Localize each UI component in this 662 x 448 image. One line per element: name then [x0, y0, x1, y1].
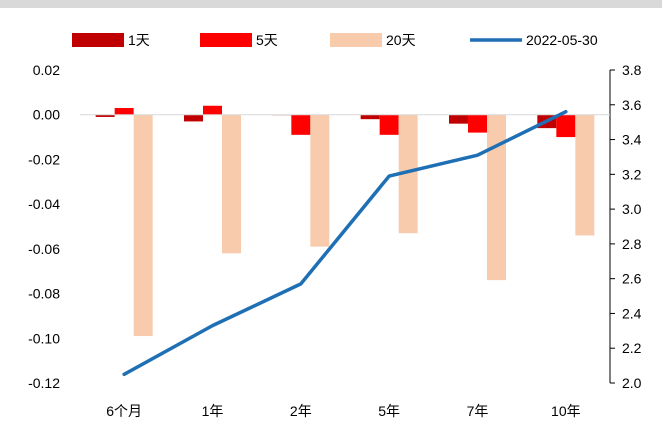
left-tick-label: -0.12: [28, 375, 60, 391]
bar-20天-7年: [487, 114, 506, 281]
right-tick-label: 3.0: [622, 201, 642, 217]
left-tick-label: -0.08: [28, 286, 60, 302]
bar-1天-5年: [360, 114, 380, 120]
bar-20天-6个月: [133, 114, 153, 337]
bar-5天-7年: [468, 114, 487, 133]
bar-5天-2年: [291, 114, 311, 135]
left-y-axis: 0.02 0.00 -0.02 -0.04 -0.06 -0.08 -0.10 -0.12: [28, 62, 60, 391]
x-tick-label: 7年: [467, 403, 489, 419]
right-tick-label: 3.2: [622, 166, 642, 182]
bar-5天-1年: [203, 105, 222, 115]
right-tick-label: 3.8: [622, 62, 642, 78]
legend-swatch-5天: [200, 33, 252, 47]
bar-20天-10年: [575, 114, 595, 236]
bar-series-group: [95, 105, 595, 337]
legend-label-1天: 1天: [128, 32, 150, 48]
legend-label-2022-05-30: 2022-05-30: [526, 32, 598, 48]
x-tick-label: 10年: [551, 403, 581, 419]
right-tick-label: 2.6: [622, 271, 642, 287]
left-tick-label: 0.02: [33, 62, 60, 78]
legend-label-5天: 5天: [256, 32, 278, 48]
bar-1天-1年: [184, 114, 203, 122]
bar-5天-6个月: [114, 108, 134, 115]
bar-20天-1年: [222, 114, 241, 254]
right-tick-label: 2.2: [622, 340, 642, 356]
bar-20天-5年: [398, 114, 418, 234]
bar-20天-2年: [310, 114, 330, 247]
x-tick-label: 6个月: [106, 403, 142, 419]
legend-swatch-20天: [330, 33, 382, 47]
legend-label-20天: 20天: [386, 32, 416, 48]
bar-1天-6个月: [95, 114, 115, 117]
x-axis: 6个月 1年 2年 5年 7年 10年: [106, 403, 580, 419]
legend-swatch-1天: [72, 33, 124, 47]
left-tick-label: -0.10: [28, 330, 60, 346]
right-tick-label: 3.4: [622, 132, 642, 148]
right-tick-label: 2.8: [622, 236, 642, 252]
line-series-group: [122, 109, 568, 377]
top-decor-bar: [0, 0, 662, 8]
line-2022-05-30: [122, 109, 568, 377]
right-tick-label: 3.6: [622, 97, 642, 113]
right-y-axis: 3.8 3.6 3.4 3.2 3.0 2.8 2.6 2.4 2.2 2.0: [609, 62, 642, 391]
right-tick-label: 2.0: [622, 375, 642, 391]
bar-5天-5年: [379, 114, 399, 135]
left-tick-label: -0.02: [28, 151, 60, 167]
x-tick-label: 1年: [202, 403, 224, 419]
x-tick-label: 2年: [290, 403, 312, 419]
bar-1天-7年: [449, 114, 468, 124]
bar-5天-10年: [556, 114, 576, 138]
right-tick-label: 2.4: [622, 305, 642, 321]
chart-legend: 1天 5天 20天 2022-05-30: [72, 32, 598, 48]
left-tick-label: 0.00: [33, 107, 60, 123]
left-tick-label: -0.06: [28, 241, 60, 257]
x-tick-label: 5年: [378, 403, 400, 419]
left-tick-label: -0.04: [28, 196, 60, 212]
